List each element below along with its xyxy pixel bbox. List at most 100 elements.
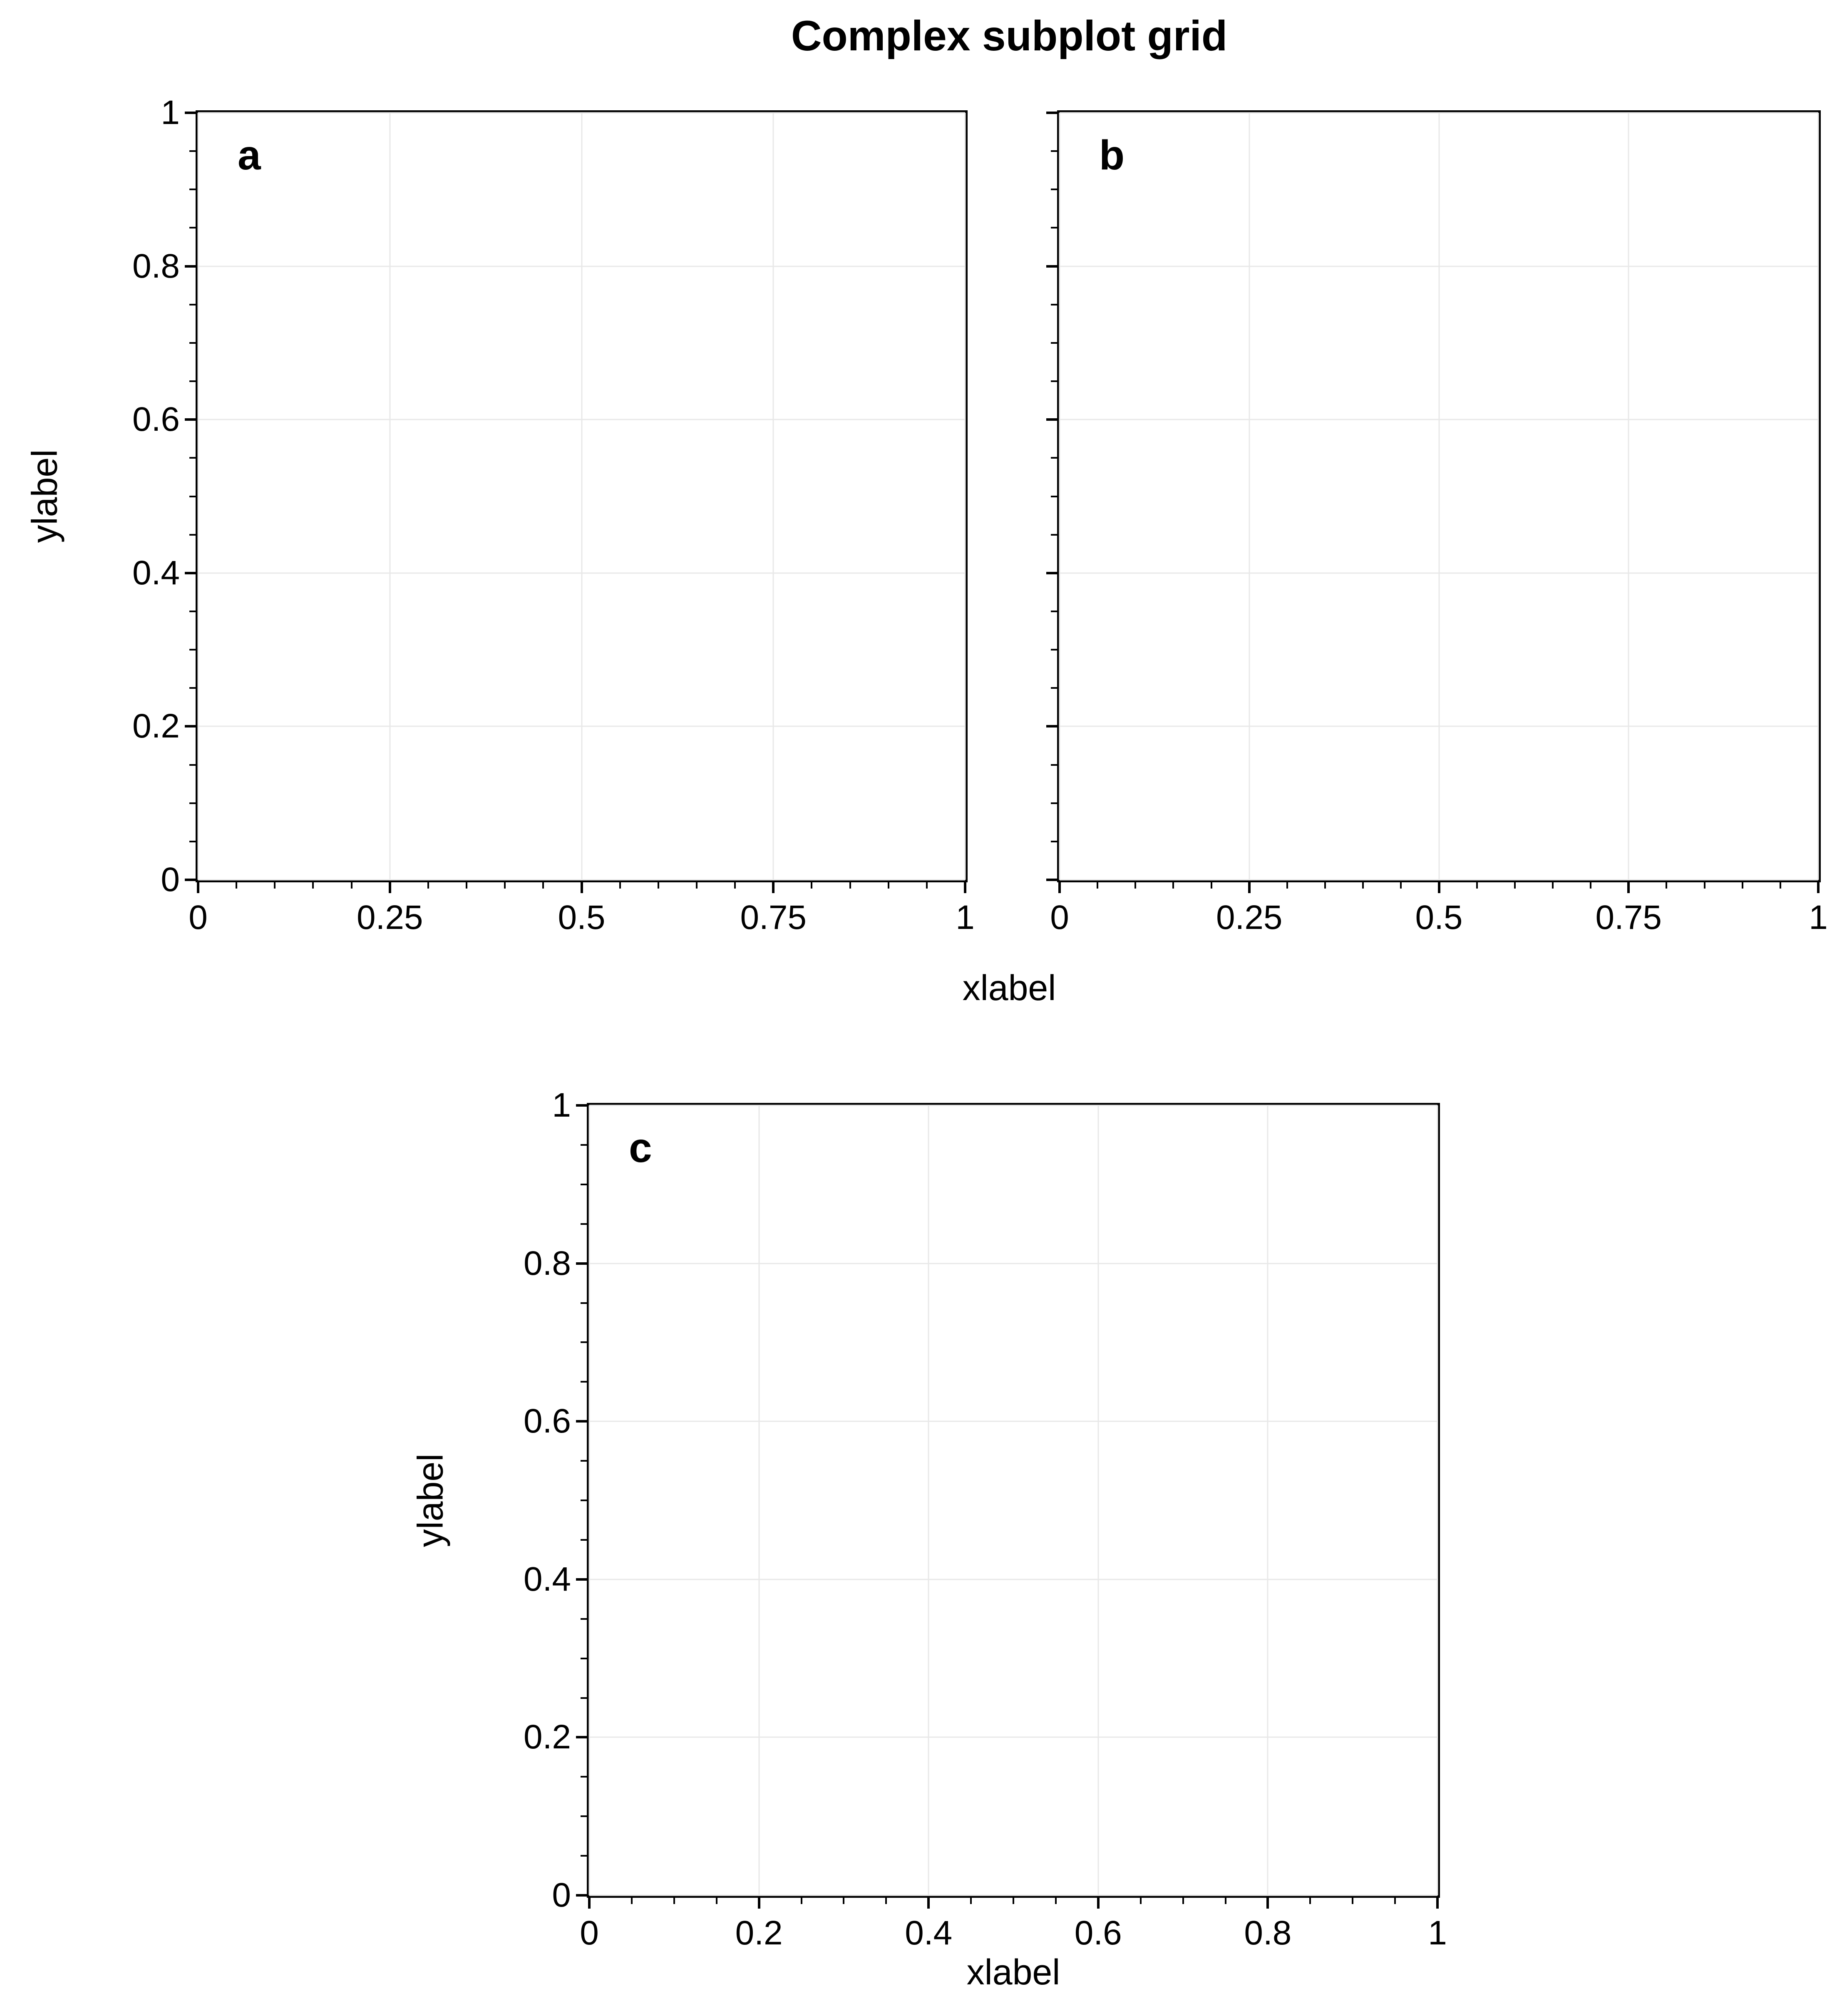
x-minor-tick	[312, 882, 314, 889]
y-minor-tick	[1051, 342, 1057, 344]
x-tick-label: 0.5	[1415, 899, 1463, 936]
y-minor-tick	[189, 610, 196, 612]
vertical-gridline	[964, 113, 966, 880]
y-minor-tick	[1051, 380, 1057, 382]
x-major-tick	[1058, 882, 1061, 893]
x-minor-tick	[236, 882, 238, 889]
y-minor-tick	[1051, 764, 1057, 766]
y-major-tick	[185, 112, 196, 114]
x-major-tick	[1248, 882, 1251, 893]
x-minor-tick	[715, 1898, 717, 1904]
x-tick-label: 0.8	[1244, 1914, 1292, 1952]
x-minor-tick	[800, 1898, 802, 1904]
y-tick-label: 0.8	[524, 1244, 571, 1282]
y-tick-label: 0.4	[132, 554, 180, 592]
x-minor-tick	[1551, 882, 1554, 889]
y-tick-label: 0	[552, 1876, 571, 1914]
x-tick-label: 0	[189, 899, 208, 936]
horizontal-gridline	[198, 112, 965, 114]
x-major-tick	[197, 882, 199, 893]
y-minor-tick	[1051, 495, 1057, 497]
vertical-gridline	[389, 113, 391, 880]
horizontal-gridline	[589, 1420, 1437, 1422]
y-minor-tick	[1051, 687, 1057, 689]
y-major-tick	[185, 418, 196, 421]
x-major-tick	[1436, 1898, 1439, 1909]
x-minor-tick	[504, 882, 506, 889]
x-tick-label: 1	[1809, 899, 1828, 936]
x-minor-tick	[673, 1898, 675, 1904]
panel-label-b: b	[1099, 132, 1125, 179]
x-tick-label: 0.75	[1595, 899, 1662, 936]
y-minor-tick	[189, 687, 196, 689]
y-major-tick	[576, 1104, 587, 1107]
y-major-tick	[576, 1894, 587, 1897]
x-minor-tick	[1476, 882, 1478, 889]
x-minor-tick	[1097, 882, 1099, 889]
horizontal-gridline	[1060, 266, 1818, 267]
x-tick-label: 0.25	[1216, 899, 1283, 936]
x-major-tick	[757, 1898, 760, 1909]
y-major-tick	[185, 265, 196, 268]
y-major-tick	[1046, 879, 1057, 881]
y-tick-label: 1	[161, 94, 180, 132]
y-minor-tick	[581, 1460, 587, 1462]
y-major-tick	[576, 1420, 587, 1423]
x-tick-label: 0.6	[1074, 1914, 1122, 1952]
horizontal-gridline	[589, 1894, 1437, 1896]
y-minor-tick	[1051, 189, 1057, 191]
y-axis-label-top-row: ylabel	[25, 449, 65, 543]
y-major-tick	[576, 1578, 587, 1581]
x-minor-tick	[1210, 882, 1212, 889]
y-minor-tick	[581, 1223, 587, 1225]
x-minor-tick	[734, 882, 736, 889]
y-tick-label: 0.2	[132, 707, 180, 745]
x-major-tick	[580, 882, 583, 893]
horizontal-gridline	[589, 1263, 1437, 1264]
horizontal-gridline	[589, 1736, 1437, 1738]
y-tick-label: 0.8	[132, 247, 180, 285]
subplot-c: c 0 0.2 0.4 0.6 0.8 1 0 0.2 0.4 0.6 0.8 1	[524, 1086, 1447, 1952]
y-minor-tick	[581, 1341, 587, 1343]
y-minor-tick	[581, 1776, 587, 1778]
x-major-tick	[1437, 882, 1440, 893]
y-minor-tick	[581, 1500, 587, 1501]
x-tick-label: 0.25	[356, 899, 423, 936]
x-tick-label: 0	[1050, 899, 1069, 936]
y-minor-tick	[1051, 227, 1057, 229]
x-major-tick	[1627, 882, 1630, 893]
vertical-gridline	[928, 1105, 929, 1895]
y-minor-tick	[581, 1539, 587, 1541]
x-minor-tick	[1324, 882, 1326, 889]
y-minor-tick	[581, 1697, 587, 1699]
x-axis-label-c: xlabel	[966, 1952, 1060, 1992]
vertical-gridline	[1437, 1105, 1438, 1895]
horizontal-gridline	[1060, 725, 1818, 727]
x-minor-tick	[849, 882, 851, 889]
x-minor-tick	[1139, 1898, 1142, 1904]
y-minor-tick	[189, 649, 196, 651]
y-minor-tick	[581, 1855, 587, 1857]
x-minor-tick	[695, 882, 698, 889]
x-major-tick	[772, 882, 775, 893]
y-minor-tick	[189, 764, 196, 766]
vertical-gridline	[1628, 113, 1629, 880]
x-major-tick	[1817, 882, 1820, 893]
horizontal-gridline	[198, 266, 965, 267]
y-minor-tick	[1051, 457, 1057, 459]
x-major-tick	[588, 1898, 591, 1909]
horizontal-gridline	[198, 572, 965, 574]
y-minor-tick	[189, 534, 196, 536]
x-major-tick	[964, 882, 966, 893]
x-minor-tick	[1590, 882, 1592, 889]
x-tick-label: 0.4	[905, 1914, 953, 1952]
y-minor-tick	[581, 1144, 587, 1146]
x-minor-tick	[350, 882, 352, 889]
horizontal-gridline	[1060, 112, 1818, 114]
vertical-gridline	[758, 1105, 760, 1895]
x-minor-tick	[885, 1898, 887, 1904]
y-major-tick	[1046, 571, 1057, 574]
chart-title: Complex subplot grid	[791, 12, 1228, 60]
y-minor-tick	[581, 1381, 587, 1383]
